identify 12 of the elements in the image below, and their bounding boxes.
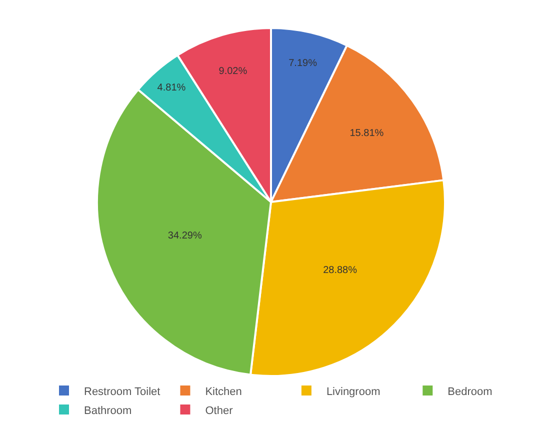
legend-label: Bathroom (84, 404, 132, 417)
legend-label: Other (205, 404, 234, 417)
legend-label: Bedroom (448, 386, 492, 398)
legend-label: Restroom Toilet (84, 386, 160, 398)
data-label: 15.81% (350, 128, 384, 139)
data-label: 7.19% (288, 58, 318, 69)
legend-label: Kitchen (205, 386, 242, 398)
data-label: 9.02% (218, 66, 248, 77)
data-label: 34.29% (168, 230, 202, 242)
legend-label: Livingroom (326, 386, 380, 398)
data-label: 28.88% (323, 265, 358, 276)
data-label: 4.81% (157, 82, 186, 94)
